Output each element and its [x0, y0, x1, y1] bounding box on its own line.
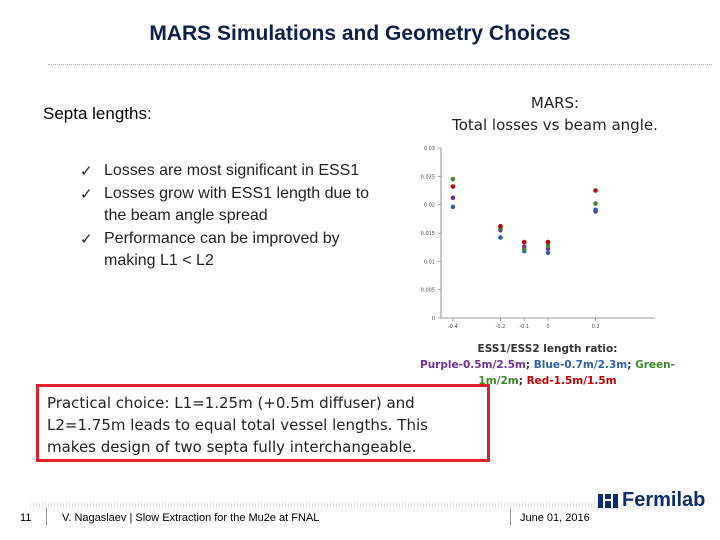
fermilab-logo-icon	[598, 493, 618, 508]
ratio-purple: Purple-0.5m/2.5m	[420, 359, 526, 371]
x-tick-label: 0.2	[592, 324, 600, 330]
footer-author: V. Nagaslaev | Slow Extraction for the M…	[62, 512, 320, 524]
x-tick-label: -0.4	[448, 324, 458, 330]
y-tick-label: 0.015	[421, 231, 435, 237]
ratio-label: ESS1/ESS2 length ratio:	[477, 343, 618, 355]
fermilab-logo: Fermilab	[598, 489, 705, 512]
ratio-values: Purple-0.5m/2.5m; Blue-0.7m/2.3m; Green-…	[420, 359, 675, 387]
page-number: 11	[20, 512, 32, 524]
data-point-blue	[450, 204, 456, 210]
footer-divider	[30, 502, 660, 509]
mars-caption: MARS: Total losses vs beam angle.	[420, 92, 690, 136]
data-point-blue	[498, 235, 503, 240]
data-point-green	[521, 247, 527, 252]
bullet-text: Performance can be improved by making L1…	[104, 229, 340, 270]
bullet-text: Losses grow with ESS1 length due to the …	[104, 184, 370, 225]
y-tick-label: 0.01	[424, 259, 435, 265]
bullet-text: Losses are most significant in ESS1	[104, 162, 360, 179]
data-point-blue	[545, 250, 551, 256]
fermilab-logo-text: Fermilab	[622, 489, 706, 511]
checkmark-icon: ✓	[80, 184, 93, 203]
data-point-red	[593, 188, 598, 193]
bullet-item: ✓ Losses grow with ESS1 length due to the…	[80, 183, 370, 228]
checkmark-icon: ✓	[80, 229, 93, 248]
data-point-red	[545, 239, 551, 245]
checkmark-icon: ✓	[80, 162, 93, 180]
ratio-legend: ESS1/ESS2 length ratio: Purple-0.5m/2.5m…	[415, 341, 680, 389]
y-tick-label: 0.03	[424, 146, 435, 152]
data-point-purple	[450, 195, 456, 201]
ratio-blue: Blue-0.7m/2.3m	[533, 359, 628, 371]
data-point-green	[545, 243, 551, 248]
data-point-green	[593, 201, 598, 206]
data-point-red	[498, 223, 503, 229]
y-tick-label: 0	[432, 316, 435, 322]
y-tick-label: 0.005	[421, 288, 435, 294]
x-tick-label: 0	[546, 324, 549, 330]
data-point-red	[521, 239, 527, 245]
ratio-red: Red-1.5m/1.5m	[526, 375, 617, 387]
data-point-purple	[545, 246, 551, 252]
y-tick-label: 0.02	[424, 203, 435, 209]
bullet-item: ✓ Performance can be improved by making L…	[80, 228, 370, 273]
footer-separator	[510, 508, 511, 526]
data-point-red	[450, 184, 456, 189]
practical-choice-box: Practical choice: L1=1.25m (+0.5m diffus…	[36, 384, 490, 462]
data-point-green	[450, 176, 456, 182]
losses-vs-angle-chart: 0 0.005 0.01 0.015 0.02 0.025 0.03 -0.4 -0.2 -0.1…	[421, 146, 655, 330]
bullet-list: ✓ Losses are most significant in ESS1 ✓ Lo…	[80, 160, 370, 273]
x-tick-label: -0.2	[496, 324, 506, 330]
mars-caption-line1: MARS:	[530, 94, 580, 112]
septa-heading: Septa lengths:	[43, 104, 152, 123]
slide-title: MARS Simulations and Geometry Choices	[149, 22, 571, 45]
mars-caption-line2: Total losses vs beam angle.	[452, 116, 658, 134]
bullet-item: ✓ Losses are most significant in ESS1	[80, 160, 370, 183]
practical-choice-text: Practical choice: L1=1.25m (+0.5m diffus…	[47, 394, 428, 456]
y-tick-label: 0.025	[421, 174, 435, 180]
footer-separator	[46, 508, 47, 526]
data-point-blue	[593, 207, 598, 213]
title-divider	[48, 64, 712, 65]
footer-date: June 01, 2016	[520, 512, 590, 524]
x-tick-label: -0.1	[519, 324, 529, 330]
